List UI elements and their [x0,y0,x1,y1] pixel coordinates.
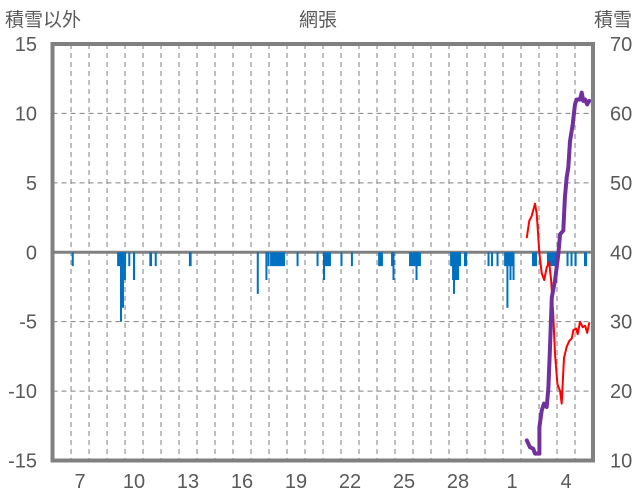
bar [415,252,418,281]
x-tick-label: 7 [74,471,85,493]
right-axis-title: 積雪 [594,9,632,31]
right-y-tick-label: 20 [610,381,632,403]
left-axis-title: 積雪以外 [5,9,81,31]
bar [531,252,538,267]
left-y-tick-label: -5 [19,312,37,334]
x-tick-label: 1 [506,471,517,493]
x-tick-label: 16 [231,471,253,493]
bar [265,252,268,281]
bar [340,252,343,267]
bar [509,252,512,281]
bar [323,252,331,267]
bar [350,252,353,267]
left-y-tick-label: 0 [26,242,37,264]
bar [188,252,192,267]
bar [154,252,157,267]
bar [566,252,569,267]
x-tick-label: 10 [123,471,145,493]
bar [128,252,131,267]
bar [316,252,319,267]
bar [270,252,286,267]
bar [391,252,394,267]
left-y-tick-label: 10 [15,103,37,125]
chart-title: 網張 [299,9,337,31]
bar [378,252,383,267]
bar [570,252,573,267]
bar [132,252,136,281]
x-tick-label: 4 [560,471,571,493]
line-series [524,90,592,456]
right-y-tick-label: 40 [610,242,632,264]
bar [490,252,493,267]
bar [546,252,558,267]
bar [256,252,259,294]
line-snow-depth [524,90,592,456]
left-y-tick-label: 15 [15,34,37,56]
bar [323,252,326,281]
line-non-snow [525,202,591,405]
right-y-tick-label: 50 [610,173,632,195]
right-y-tick-label: 10 [610,451,632,473]
bar [512,252,515,281]
bar [487,252,490,267]
bar [574,252,577,267]
bar [296,252,299,267]
left-y-tick-label: -15 [8,451,37,473]
bar [121,252,124,308]
bar-series [71,252,588,322]
bar [452,252,455,294]
bar [463,252,468,267]
plot-frame [50,42,595,463]
bar [71,252,74,267]
bar [584,252,588,267]
right-y-tick-label: 70 [610,34,632,56]
left-y-tick-label: 5 [26,173,37,195]
bar [506,252,509,308]
left-y-tick-label: -10 [8,381,37,403]
x-tick-label: 25 [393,471,415,493]
bar [392,252,395,281]
x-tick-label: 19 [285,471,307,493]
bar [123,252,126,281]
x-tick-label: 28 [447,471,469,493]
bar [409,252,421,267]
bar [267,252,270,267]
bar [452,252,460,281]
right-y-tick-label: 30 [610,312,632,334]
bar [504,252,514,267]
x-tick-label: 22 [339,471,361,493]
bar [119,252,122,322]
bar [496,252,499,267]
right-y-tick-label: 60 [610,103,632,125]
bar [149,252,153,267]
x-tick-label: 13 [177,471,199,493]
